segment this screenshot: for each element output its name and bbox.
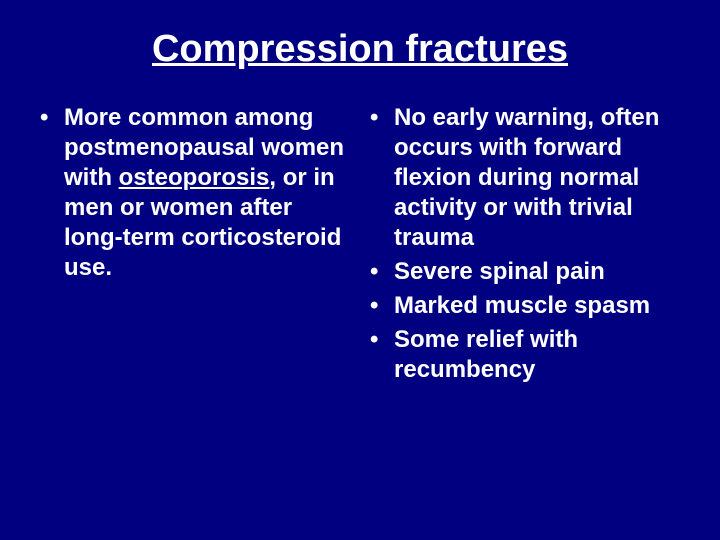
bullet-text-underlined: osteoporosis <box>119 164 270 191</box>
list-item: Some relief with recumbency <box>370 325 680 385</box>
content-columns: More common among postmenopausal women w… <box>40 103 680 389</box>
bullet-text: Some relief with recumbency <box>394 326 578 383</box>
bullet-text: Severe spinal pain <box>394 258 605 285</box>
slide: Compression fractures More common among … <box>0 0 720 540</box>
right-column: No early warning, often occurs with forw… <box>370 103 680 389</box>
left-bullet-list: More common among postmenopausal women w… <box>40 103 350 283</box>
bullet-text: No early warning, often occurs with forw… <box>394 104 659 251</box>
list-item: Marked muscle spasm <box>370 291 680 321</box>
list-item: Severe spinal pain <box>370 257 680 287</box>
left-column: More common among postmenopausal women w… <box>40 103 350 389</box>
slide-title: Compression fractures <box>40 28 680 71</box>
list-item: No early warning, often occurs with forw… <box>370 103 680 253</box>
bullet-text: Marked muscle spasm <box>394 292 650 319</box>
list-item: More common among postmenopausal women w… <box>40 103 350 283</box>
right-bullet-list: No early warning, often occurs with forw… <box>370 103 680 385</box>
